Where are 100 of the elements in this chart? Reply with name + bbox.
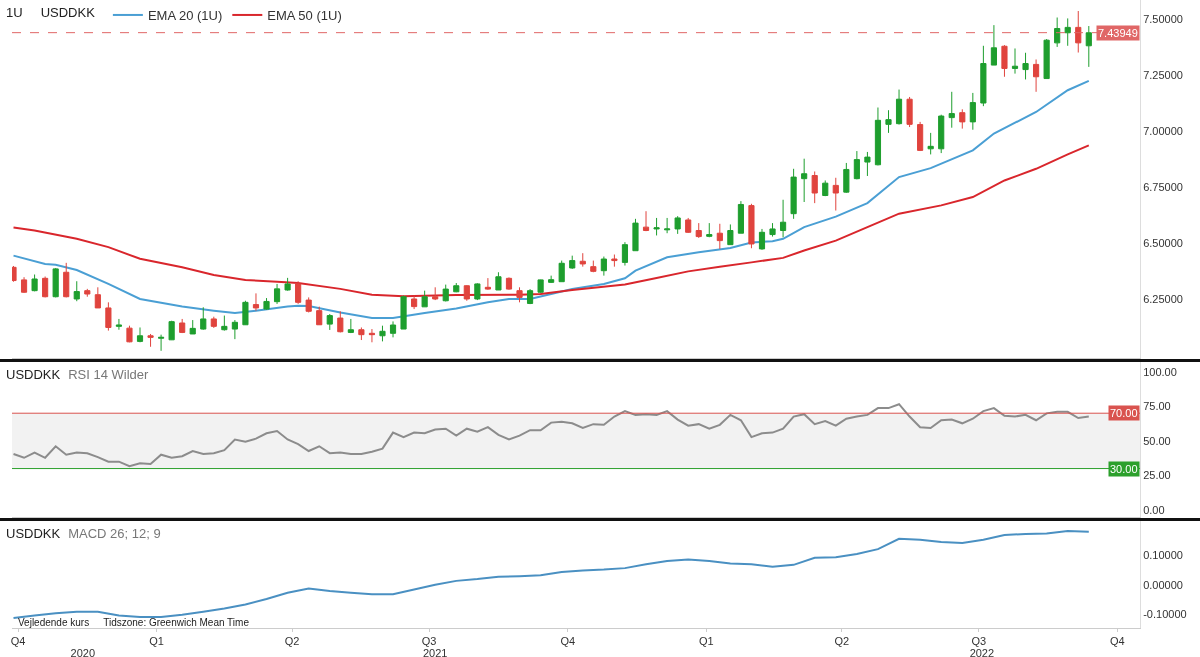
candlestick: [305, 296, 312, 313]
candlestick: [801, 158, 808, 203]
candlestick: [695, 222, 702, 239]
candlestick: [1043, 38, 1050, 80]
candlestick: [368, 328, 376, 343]
candlestick: [748, 203, 755, 249]
x-tick-label: Q4: [560, 635, 576, 648]
candlestick: [917, 121, 924, 152]
candlestick: [864, 151, 871, 177]
candlestick: [1022, 52, 1029, 80]
candlestick: [769, 222, 776, 238]
candlestick: [874, 107, 882, 166]
candlestick: [474, 282, 481, 301]
candlestick: [832, 177, 839, 212]
candlestick: [242, 300, 249, 326]
ref-line-label: 7.43949: [1098, 27, 1138, 39]
candlestick: [421, 290, 428, 308]
candlestick: [716, 223, 723, 250]
candlestick: [1075, 10, 1082, 54]
x2-tick-label: 2021: [422, 647, 448, 657]
candlestick: [843, 162, 850, 194]
candlestick: [273, 283, 281, 305]
x-tick-label: Q2: [834, 635, 850, 648]
ref-line-label: 30.00: [1110, 463, 1138, 475]
candlestick: [1085, 25, 1092, 68]
candlestick: [453, 282, 460, 293]
candlestick: [432, 286, 439, 301]
candlestick: [969, 92, 976, 131]
x-tick-label: Q1: [149, 635, 164, 648]
candlestick: [210, 316, 217, 329]
candlestick: [20, 276, 28, 294]
candlestick: [295, 280, 302, 305]
candlestick: [811, 170, 818, 204]
annotation: Tidszone: Greenwich Mean Time: [103, 617, 249, 628]
y-tick-label: 7.50000: [1143, 12, 1183, 25]
candlestick: [252, 292, 260, 312]
candlestick: [959, 108, 966, 130]
candlestick: [980, 45, 987, 107]
candlestick: [52, 267, 59, 298]
candlestick: [1011, 47, 1019, 75]
candlestick: [1054, 17, 1061, 48]
line-series: [12, 144, 1090, 298]
candlestick: [537, 279, 544, 294]
candlestick: [189, 319, 196, 335]
candlestick: [316, 306, 323, 326]
candlestick: [231, 319, 238, 340]
candlestick: [463, 284, 470, 302]
y-tick-label: 7.25000: [1143, 69, 1183, 82]
candlestick: [674, 215, 681, 235]
candlestick: [326, 313, 333, 331]
y-tick-label: 0.00: [1143, 503, 1165, 516]
candlestick: [642, 210, 650, 232]
candlestick: [73, 280, 80, 302]
candlestick: [611, 254, 618, 268]
candlestick: [31, 274, 38, 292]
candlestick: [779, 199, 787, 238]
x-tick-label: Q2: [284, 635, 300, 648]
candlestick: [147, 333, 154, 348]
candlestick: [664, 217, 671, 234]
ref-line-label: 70.00: [1110, 407, 1138, 419]
candlestick: [115, 318, 123, 331]
chart-title: USDDKK: [6, 367, 61, 382]
candlestick: [1033, 58, 1040, 93]
candlestick: [105, 301, 112, 332]
x-tick-label: Q3: [421, 635, 437, 648]
line-series: [12, 79, 1090, 320]
x-tick-label: Q4: [10, 635, 26, 648]
candlestick: [263, 297, 270, 311]
candlestick: [737, 200, 744, 234]
legend-label: EMA 50 (1U): [267, 8, 342, 24]
y-tick-label: 6.50000: [1143, 237, 1183, 250]
candlestick: [84, 288, 91, 298]
candlestick: [653, 217, 660, 236]
chart-title: USDDKK: [6, 526, 61, 541]
candlestick: [853, 150, 860, 180]
y-tick-label: 0.10000: [1143, 548, 1183, 561]
candlestick: [938, 114, 945, 154]
candlestick: [505, 276, 513, 291]
y-tick-label: 100.00: [1143, 365, 1177, 378]
candlestick: [548, 275, 555, 284]
candlestick: [990, 24, 997, 66]
y-tick-label: 6.25000: [1143, 293, 1183, 306]
candlestick: [136, 326, 144, 343]
candlestick: [337, 310, 344, 333]
y-tick-label: 75.00: [1143, 400, 1171, 413]
chart-subtitle: RSI 14 Wilder: [68, 367, 149, 382]
y-tick-label: 0.00000: [1143, 578, 1183, 591]
candlestick: [569, 255, 576, 270]
candlestick: [12, 265, 17, 283]
candlestick: [906, 96, 913, 128]
candlestick: [379, 325, 386, 342]
annotation: 1U: [6, 5, 23, 20]
candlestick: [822, 179, 829, 197]
candlestick: [1064, 17, 1071, 47]
candlestick: [63, 262, 70, 298]
candlestick: [927, 132, 934, 155]
candlestick: [885, 109, 892, 134]
y-tick-label: 7.00000: [1143, 125, 1183, 138]
candlestick: [221, 315, 228, 331]
candlestick: [484, 277, 491, 291]
